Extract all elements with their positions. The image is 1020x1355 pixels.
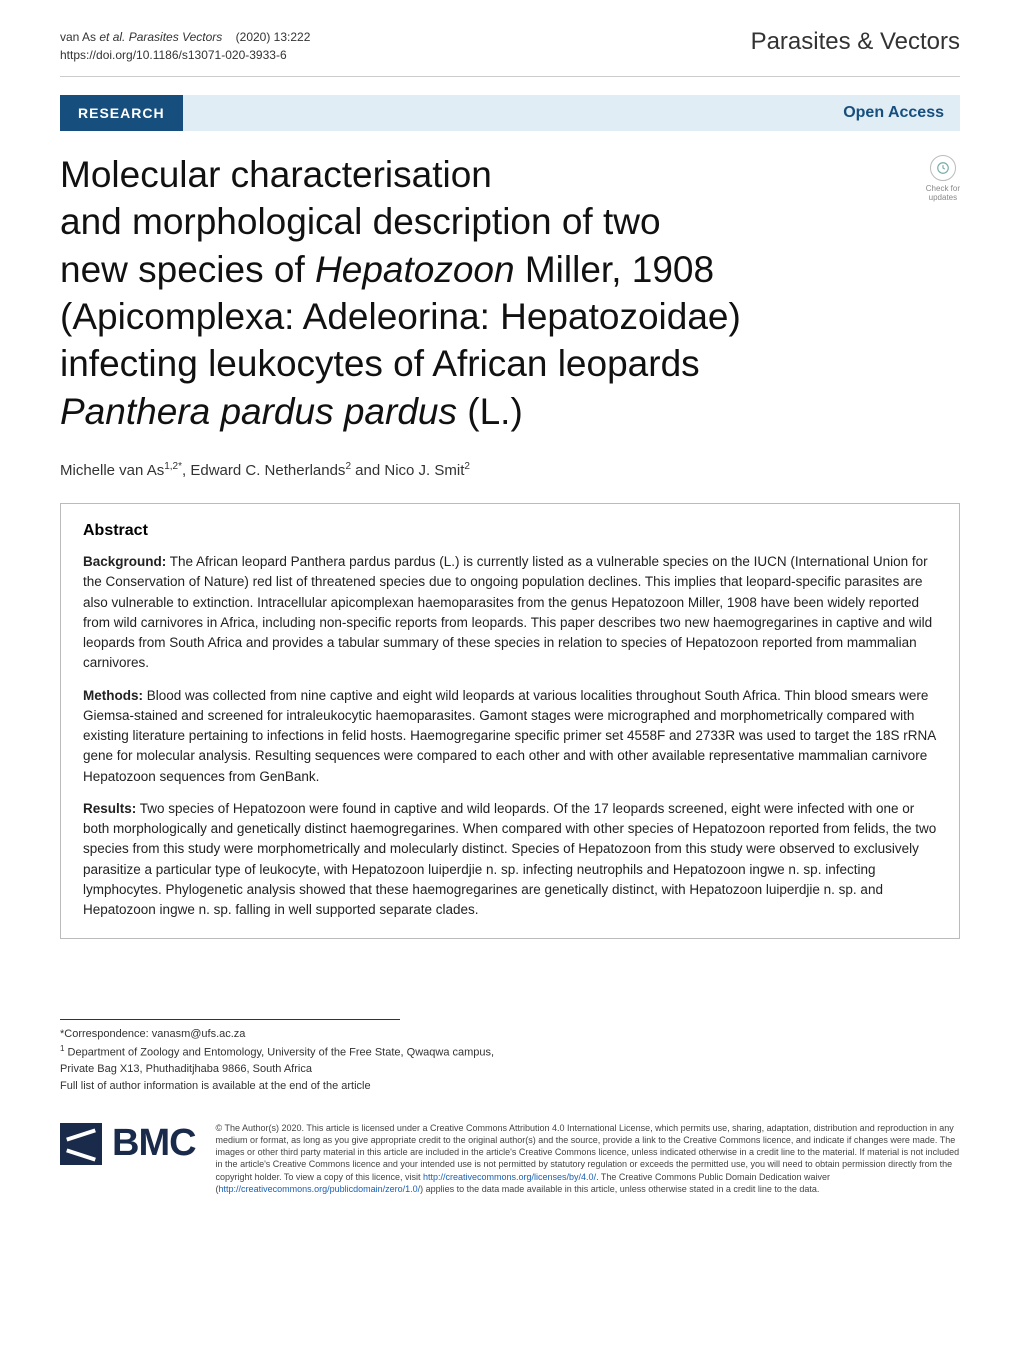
footnote-divider — [60, 1019, 400, 1020]
title-l5: infecting leukocytes of African leopards — [60, 343, 700, 384]
citation-authors: van As — [60, 30, 99, 44]
title-l6b: (L.) — [457, 391, 523, 432]
abstract-results-label: Results: — [83, 801, 136, 816]
title-block: Check for updates Molecular characterisa… — [0, 131, 1020, 445]
header-top: van As et al. Parasites Vectors (2020) 1… — [0, 0, 1020, 76]
citation-doi: https://doi.org/10.1186/s13071-020-3933-… — [60, 46, 310, 64]
footnote-correspondence: *Correspondence: vanasm@ufs.ac.za — [60, 1026, 500, 1043]
check-updates-label: Check for updates — [926, 185, 960, 203]
footnote-affiliation: 1 Department of Zoology and Entomology, … — [60, 1043, 500, 1078]
footer-block: *Correspondence: vanasm@ufs.ac.za 1 Depa… — [60, 1019, 960, 1094]
abstract-background: Background: The African leopard Panthera… — [83, 552, 937, 674]
footnote-fulllist: Full list of author information is avail… — [60, 1078, 500, 1095]
author-1-aff: 1,2* — [164, 461, 182, 472]
citation-line1: van As et al. Parasites Vectors (2020) 1… — [60, 28, 310, 46]
title-l3a: new species of — [60, 249, 315, 290]
title-l4: (Apicomplexa: Adeleorina: Hepatozoidae) — [60, 296, 741, 337]
check-updates-badge[interactable]: Check for updates — [926, 155, 960, 203]
license-text: © The Author(s) 2020. This article is li… — [216, 1122, 960, 1195]
abstract-heading: Abstract — [83, 522, 937, 540]
author-sep1: , Edward C. Netherlands — [182, 462, 345, 479]
bmc-logo-icon — [60, 1123, 102, 1165]
header-bar: RESEARCH Open Access — [60, 95, 960, 131]
title-l3b: Miller, 1908 — [515, 249, 715, 290]
abstract-background-text: The African leopard Panthera pardus pard… — [83, 554, 932, 670]
abstract-methods-text: Blood was collected from nine captive an… — [83, 688, 935, 784]
title-l3em: Hepatozoon — [315, 249, 515, 290]
open-access-label: Open Access — [843, 104, 944, 122]
citation-yearvol: (2020) 13:222 — [236, 30, 311, 44]
title-l6em: Panthera pardus pardus — [60, 391, 457, 432]
abstract-results-text: Two species of Hepatozoon were found in … — [83, 801, 936, 917]
title-l2: and morphological description of two — [60, 201, 661, 242]
abstract-methods: Methods: Blood was collected from nine c… — [83, 686, 937, 787]
author-1: Michelle van As — [60, 462, 164, 479]
license-post: ) applies to the data made available in … — [420, 1184, 819, 1194]
authors-line: Michelle van As1,2*, Edward C. Netherlan… — [0, 445, 1020, 503]
header-divider — [60, 76, 960, 77]
research-tag: RESEARCH — [60, 95, 183, 131]
author-sep2: and Nico J. Smit — [351, 462, 464, 479]
citation-block: van As et al. Parasites Vectors (2020) 1… — [60, 28, 310, 64]
abstract-results: Results: Two species of Hepatozoon were … — [83, 799, 937, 921]
abstract-box: Abstract Background: The African leopard… — [60, 503, 960, 939]
abstract-background-label: Background: — [83, 554, 166, 569]
citation-etal: et al. Parasites Vectors — [99, 30, 222, 44]
license-link-2[interactable]: http://creativecommons.org/publicdomain/… — [219, 1184, 421, 1194]
check-updates-icon — [930, 155, 956, 181]
journal-name: Parasites & Vectors — [751, 28, 960, 56]
open-access-bar: Open Access — [183, 95, 960, 131]
article-title: Molecular characterisation and morpholog… — [60, 151, 960, 435]
bmc-logo-text: BMC — [112, 1122, 196, 1165]
footnote-aff-text: Department of Zoology and Entomology, Un… — [60, 1047, 494, 1076]
author-3-aff: 2 — [464, 461, 470, 472]
title-l1: Molecular characterisation — [60, 154, 492, 195]
bmc-logo: BMC — [60, 1122, 196, 1165]
abstract-methods-label: Methods: — [83, 688, 143, 703]
bottom-bar: BMC © The Author(s) 2020. This article i… — [60, 1122, 960, 1195]
license-link-1[interactable]: http://creativecommons.org/licenses/by/4… — [423, 1172, 596, 1182]
